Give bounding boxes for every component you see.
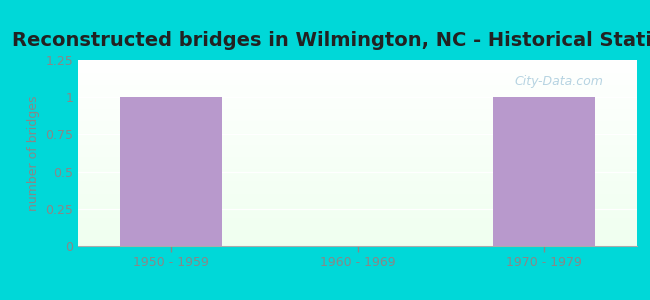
Y-axis label: number of bridges: number of bridges (27, 95, 40, 211)
Text: City-Data.com: City-Data.com (514, 75, 603, 88)
Bar (493, 97, 595, 246)
Bar (120, 97, 222, 246)
Title: Reconstructed bridges in Wilmington, NC - Historical Statistics: Reconstructed bridges in Wilmington, NC … (12, 31, 650, 50)
